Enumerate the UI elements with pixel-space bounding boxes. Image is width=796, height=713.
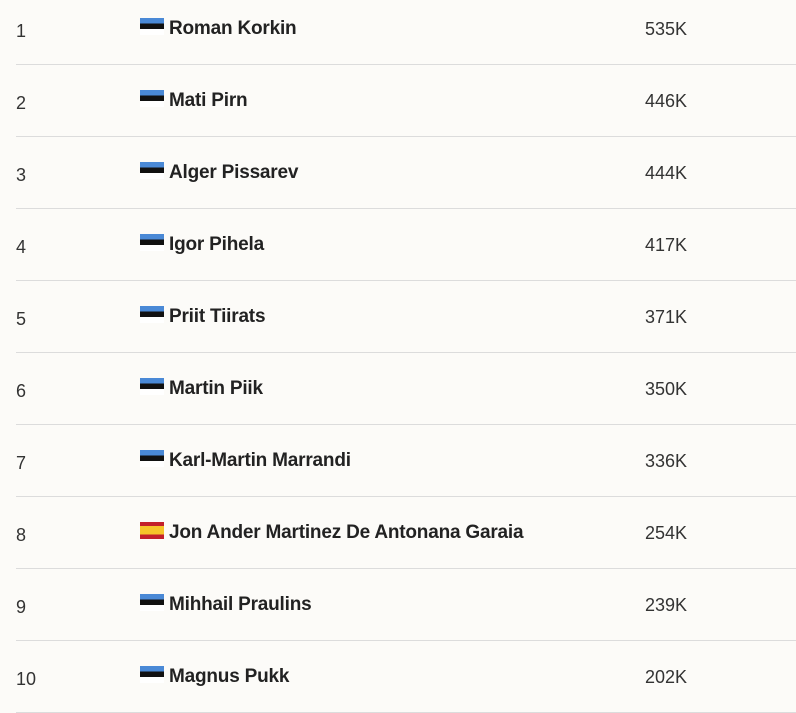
- estonia-flag-icon: [140, 450, 164, 467]
- estonia-flag-icon: [140, 378, 164, 395]
- player-name[interactable]: Magnus Pukk: [169, 666, 290, 687]
- player-value: 371K: [645, 307, 688, 327]
- player-name[interactable]: Igor Pihela: [169, 234, 264, 255]
- estonia-flag-icon: [140, 666, 164, 683]
- player-name[interactable]: Martin Piik: [169, 378, 263, 399]
- player-name[interactable]: Alger Pissarev: [169, 162, 299, 183]
- player-value: 350K: [645, 379, 688, 399]
- ranking-row: 7 Karl-Martin Marrandi 336K: [16, 425, 796, 497]
- player-value: 446K: [645, 91, 688, 111]
- ranking-row: 1 Roman Korkin 535K: [16, 0, 796, 65]
- estonia-flag-icon: [140, 306, 164, 323]
- player-name[interactable]: Mihhail Praulins: [169, 594, 312, 615]
- player-value: 254K: [645, 523, 688, 543]
- player-value: 444K: [645, 163, 688, 183]
- spain-flag-icon: [140, 522, 164, 539]
- player-value: 202K: [645, 667, 688, 687]
- estonia-flag-icon: [140, 234, 164, 251]
- ranking-row: 10 Magnus Pukk 202K: [16, 641, 796, 713]
- player-value: 336K: [645, 451, 688, 471]
- rank: 8: [16, 525, 27, 545]
- ranking-row: 2 Mati Pirn 446K: [16, 65, 796, 137]
- player-name[interactable]: Jon Ander Martinez De Antonana Garaia: [169, 522, 524, 543]
- player-value: 417K: [645, 235, 688, 255]
- rank: 4: [16, 237, 27, 257]
- estonia-flag-icon: [140, 18, 164, 35]
- ranking-row: 8 Jon Ander Martinez De Antonana Garaia …: [16, 497, 796, 569]
- rank: 7: [16, 453, 27, 473]
- rank: 9: [16, 597, 27, 617]
- estonia-flag-icon: [140, 594, 164, 611]
- rank: 2: [16, 93, 27, 113]
- rank: 3: [16, 165, 27, 185]
- ranking-row: 5 Priit Tiirats 371K: [16, 281, 796, 353]
- player-name[interactable]: Karl-Martin Marrandi: [169, 450, 351, 471]
- rank: 5: [16, 309, 27, 329]
- rank: 1: [16, 21, 27, 41]
- rank: 6: [16, 381, 27, 401]
- estonia-flag-icon: [140, 90, 164, 107]
- ranking-row: 9 Mihhail Praulins 239K: [16, 569, 796, 641]
- ranking-row: 6 Martin Piik 350K: [16, 353, 796, 425]
- estonia-flag-icon: [140, 162, 164, 179]
- rank: 10: [16, 669, 37, 689]
- player-value: 239K: [645, 595, 688, 615]
- player-name[interactable]: Priit Tiirats: [169, 306, 266, 327]
- player-name[interactable]: Mati Pirn: [169, 90, 248, 111]
- ranking-row: 4 Igor Pihela 417K: [16, 209, 796, 281]
- ranking-row: 3 Alger Pissarev 444K: [16, 137, 796, 209]
- player-value: 535K: [645, 19, 688, 39]
- player-name[interactable]: Roman Korkin: [169, 18, 297, 39]
- ranking-list: 1 Roman Korkin 535K 2 Mati Pirn 446K 3 Alg…: [16, 0, 796, 713]
